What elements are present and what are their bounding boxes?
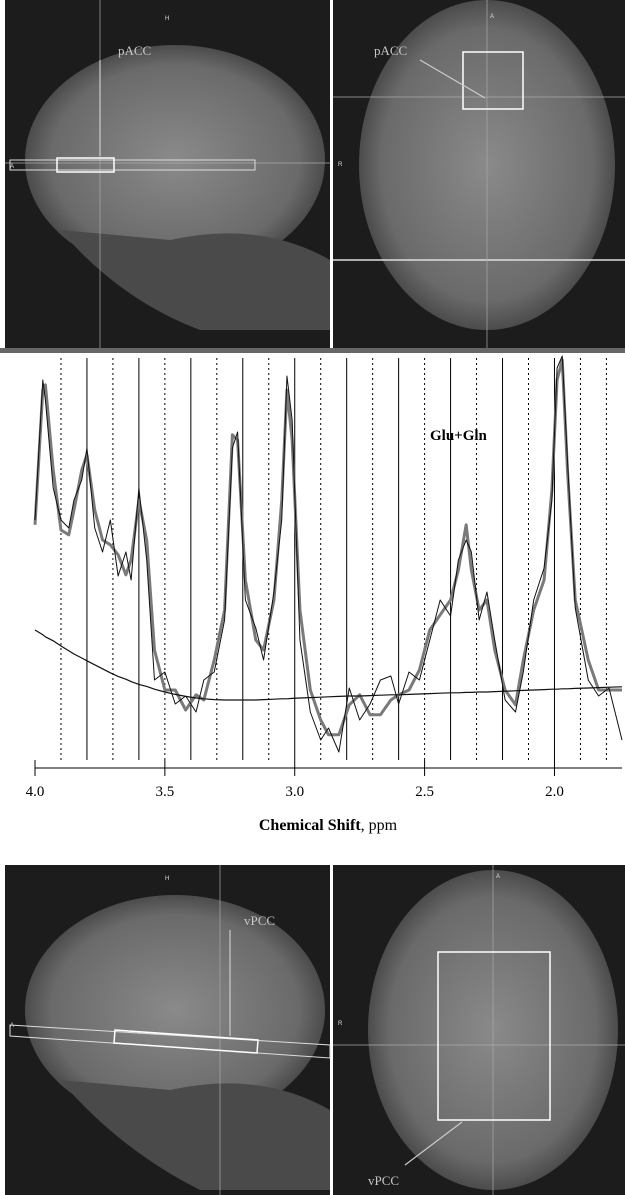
- x-axis-label-bold: Chemical Shift: [259, 817, 361, 834]
- region-label: pACC: [118, 43, 151, 58]
- orient-mark: A: [496, 874, 500, 880]
- voxel: [462, 51, 524, 110]
- x-tick-label: 3.0: [285, 784, 304, 800]
- arrow: [419, 59, 486, 99]
- brainstem: [60, 230, 330, 330]
- x-tick-label: 3.5: [155, 784, 174, 800]
- orient-mark: A: [490, 14, 494, 20]
- spectrum-line: [34, 629, 623, 701]
- bottom-mri: vPCC H A vPCC A R: [5, 865, 625, 1195]
- separator: [0, 348, 625, 353]
- top-mri: pACC H A pACC A R: [0, 0, 625, 353]
- orient-mark: A: [10, 164, 14, 170]
- brainstem: [60, 1080, 330, 1190]
- orient-mark: R: [338, 162, 343, 168]
- brain-sagittal: [25, 895, 325, 1125]
- region-label: vPCC: [244, 913, 275, 928]
- orient-mark: A: [10, 1023, 14, 1029]
- x-tick-label: 4.0: [26, 784, 45, 800]
- orient-mark: H: [165, 876, 169, 882]
- x-axis-label: Chemical Shift, ppm: [259, 817, 398, 834]
- x-tick-label: 2.0: [545, 784, 564, 800]
- arrow: [404, 1121, 463, 1166]
- voxel: [56, 157, 115, 173]
- orient-mark: R: [338, 1021, 343, 1027]
- region-label: pACC: [374, 43, 407, 58]
- voxel: [113, 1029, 259, 1054]
- region-label: vPCC: [368, 1173, 399, 1188]
- slab: [9, 1024, 331, 1059]
- orient-mark: H: [165, 16, 169, 22]
- slab: [9, 159, 256, 171]
- spectrum-line: [34, 355, 623, 753]
- x-tick-label: 2.5: [415, 784, 434, 800]
- x-axis-label-unit: , ppm: [361, 817, 398, 834]
- voxel: [437, 951, 551, 1121]
- annotation: Glu+Gln: [430, 428, 488, 444]
